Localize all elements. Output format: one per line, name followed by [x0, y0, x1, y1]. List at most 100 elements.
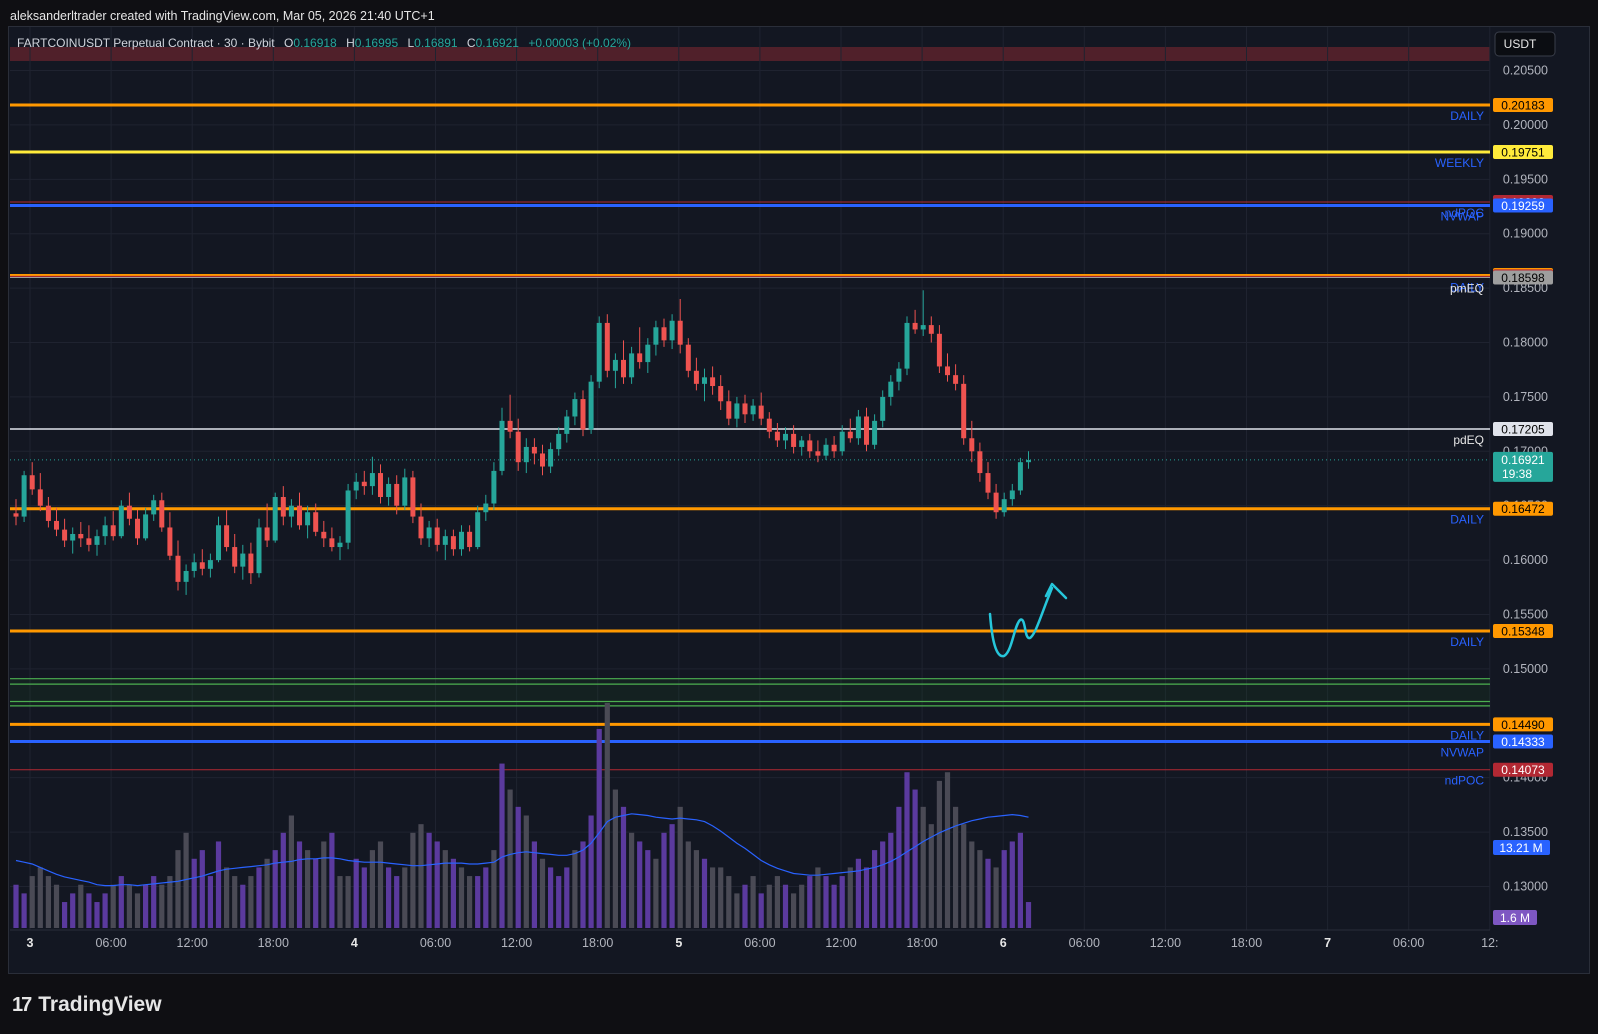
- volume-bar: [207, 876, 213, 928]
- candle-body: [961, 383, 967, 439]
- volume-bar: [742, 884, 748, 928]
- candle-body: [78, 533, 84, 539]
- candle-body: [329, 538, 335, 548]
- candle-body: [823, 444, 829, 456]
- candle-body: [13, 513, 19, 517]
- volume-bar: [815, 867, 821, 928]
- candle-body: [467, 531, 473, 548]
- time-axis: 3 06:00 12:00 18:00 4 06:00 12:00 18:00 5 06:00 12…: [10, 929, 1498, 950]
- price-tag-label: 0.14490: [1501, 718, 1545, 732]
- candle-body: [653, 327, 659, 345]
- price-tick-label: 0.15500: [1503, 607, 1548, 621]
- time-tick-label: 12:00: [1150, 936, 1181, 950]
- volume-bar: [240, 884, 246, 928]
- candle-body: [353, 481, 359, 491]
- candle-body: [523, 446, 529, 463]
- candle-body: [337, 542, 343, 548]
- volume-bar: [361, 867, 367, 928]
- candle-body: [726, 401, 732, 419]
- volume-bar: [191, 858, 197, 928]
- candle-body: [135, 518, 140, 539]
- candle-body: [167, 527, 173, 556]
- level-lines: DAILYWEEKLYndPOCNVWAPDAILYpmEQpdEQDAILYD…: [10, 103, 1490, 788]
- candle-body: [677, 320, 683, 345]
- candle-body: [1026, 460, 1031, 463]
- candle-body: [191, 562, 197, 571]
- volume-bar: [321, 841, 327, 928]
- candle-body: [588, 381, 594, 430]
- volume-bar: [442, 850, 448, 928]
- chart-frame[interactable]: [8, 26, 1590, 974]
- price-tag: [1493, 421, 1553, 436]
- volume-bar: [685, 841, 691, 928]
- level-label: DAILY: [1450, 280, 1484, 294]
- time-tick-label: 18:00: [906, 936, 937, 950]
- price-tick-label: 0.15000: [1503, 662, 1548, 676]
- volume-bar: [458, 867, 465, 928]
- level-label: DAILY: [1450, 513, 1484, 527]
- candle-body: [62, 529, 68, 541]
- volume-bar: [288, 815, 294, 928]
- legend-low: 0.16891: [414, 36, 458, 50]
- volume-bar: [134, 893, 141, 928]
- drawn-arrow-head[interactable]: [1044, 582, 1068, 600]
- volume-bar: [402, 867, 408, 928]
- time-tick-label: 4: [351, 936, 358, 950]
- price-tag: [1493, 624, 1553, 639]
- volume-bar: [13, 884, 19, 928]
- time-tick-label: 06:00: [420, 936, 451, 950]
- candle-body: [175, 555, 181, 582]
- volume-bar: [855, 858, 861, 928]
- volume-bar: [839, 876, 845, 928]
- volume-bar: [491, 850, 497, 928]
- price-tick-label: 0.19500: [1503, 172, 1548, 186]
- volume-bar: [920, 806, 926, 928]
- price-tag: [1493, 762, 1553, 777]
- candle-body: [21, 475, 27, 517]
- time-tick-label: 06:00: [1069, 936, 1100, 950]
- price-tick-label: 0.16000: [1503, 553, 1548, 567]
- countdown-label: 19:38: [1502, 467, 1532, 481]
- ohlc-legend: FARTCOINUSDT Perpetual Contract · 30 · B…: [17, 36, 631, 50]
- candle-body: [118, 505, 124, 537]
- candle-body: [629, 353, 635, 378]
- volume-bar: [637, 841, 643, 928]
- candle-body: [426, 527, 432, 539]
- volume-bar: [1009, 841, 1015, 928]
- candle-body: [475, 512, 481, 548]
- level-label: pmEQ: [1450, 281, 1484, 295]
- price-tag-label: 0.16472: [1501, 502, 1545, 516]
- volume-bar: [434, 841, 440, 928]
- volume-bar: [677, 806, 683, 928]
- volume-bar: [515, 806, 521, 928]
- time-tick-label: 06:00: [744, 936, 775, 950]
- volume-bar: [305, 850, 311, 928]
- tradingview-logo-icon: 17: [12, 993, 32, 1016]
- candle-body: [264, 527, 270, 541]
- currency-button[interactable]: USDT: [1494, 31, 1556, 57]
- volume-current-label: 1.6 M: [1500, 911, 1530, 925]
- candle-body: [126, 505, 132, 519]
- volume-bar: [928, 824, 934, 928]
- candle-body: [94, 536, 100, 545]
- candle-body: [499, 420, 505, 471]
- candle-body: [248, 553, 254, 574]
- volume-bar: [977, 850, 983, 928]
- tradingview-logo[interactable]: 17 TradingView: [12, 993, 162, 1017]
- volume-bar: [1025, 902, 1032, 928]
- volume-bar: [588, 815, 594, 928]
- legend-high: 0.16995: [355, 36, 399, 50]
- candle-body: [969, 438, 975, 452]
- level-label: DAILY: [1450, 109, 1484, 123]
- volume-bar: [78, 884, 84, 928]
- volume-ma-line: [15, 813, 1029, 887]
- currency-label: USDT: [1504, 37, 1537, 51]
- candle-body: [580, 399, 586, 430]
- volume-bar: [224, 867, 230, 928]
- candle-body: [685, 344, 691, 371]
- drawn-arrow-path[interactable]: [988, 586, 1054, 658]
- supply-zone: [10, 47, 1490, 61]
- candle-body: [572, 399, 578, 417]
- chart-legend: FARTCOINUSDT Perpetual Contract · 30 · B…: [17, 36, 631, 50]
